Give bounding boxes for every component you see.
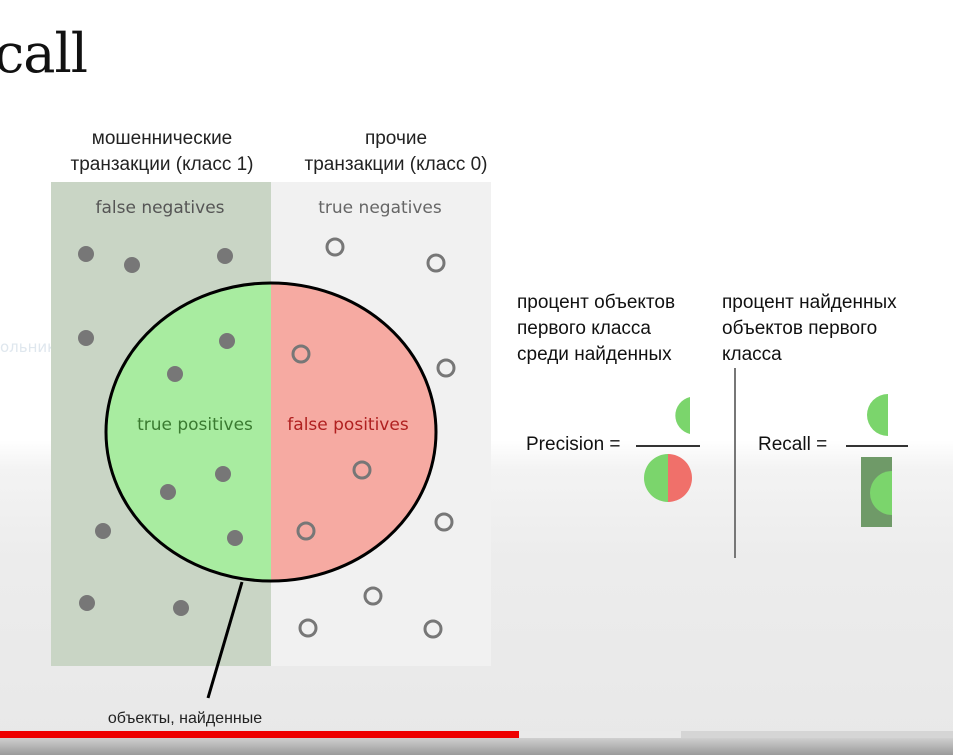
recall-description-line-1: процент найденных bbox=[722, 292, 897, 313]
negative-dot bbox=[298, 618, 318, 638]
video-progress-bar[interactable] bbox=[0, 731, 953, 738]
precision-description-line-2: первого класса bbox=[517, 318, 651, 339]
false-positives-label: false positives bbox=[287, 415, 409, 435]
positive-dot bbox=[167, 366, 183, 382]
left-column-header: мошеннические транзакции (класс 1) bbox=[52, 126, 272, 178]
positive-dot bbox=[217, 248, 233, 264]
recall-denominator-half-icon bbox=[870, 471, 892, 515]
right-column-header: прочие транзакции (класс 0) bbox=[280, 126, 512, 178]
classifier-ellipse bbox=[104, 281, 438, 583]
left-header-line-1: мошеннические bbox=[91, 128, 233, 149]
negative-dot bbox=[436, 358, 456, 378]
player-controls-bar bbox=[0, 738, 953, 755]
negative-dot bbox=[352, 460, 372, 480]
positive-dot bbox=[124, 257, 140, 273]
precision-numerator-icon bbox=[675, 397, 690, 434]
positive-dot bbox=[78, 330, 94, 346]
negative-dot bbox=[426, 253, 446, 273]
precision-description: процент объектов первого класса среди на… bbox=[517, 290, 717, 368]
positive-dot bbox=[160, 484, 176, 500]
precision-description-line-1: процент объектов bbox=[517, 292, 676, 313]
negative-dot bbox=[325, 237, 345, 257]
positive-dot bbox=[78, 246, 94, 262]
caption-line-1: объекты, найденные bbox=[107, 710, 263, 727]
positive-dot bbox=[95, 523, 111, 539]
recall-numerator-icon bbox=[867, 394, 888, 436]
positive-dot bbox=[173, 600, 189, 616]
recall-description: процент найденных объектов первого класс… bbox=[722, 290, 922, 368]
positive-dot bbox=[219, 333, 235, 349]
right-header-line-1: прочие bbox=[364, 128, 428, 149]
slide-title: call bbox=[0, 22, 88, 85]
true-positives-area bbox=[106, 283, 271, 581]
caption-pointer-line bbox=[206, 581, 244, 699]
precision-denominator-red-icon bbox=[668, 454, 692, 502]
recall-description-line-3: класса bbox=[722, 344, 782, 365]
recall-description-line-2: объектов первого bbox=[722, 318, 878, 339]
recall-label: Recall = bbox=[758, 434, 828, 455]
precision-denominator-green-icon bbox=[644, 454, 668, 502]
precision-description-line-3: среди найденных bbox=[517, 344, 672, 365]
negative-dot bbox=[423, 619, 443, 639]
video-played-bar bbox=[0, 731, 520, 738]
negative-dot bbox=[296, 521, 316, 541]
false-positives-area bbox=[271, 283, 436, 581]
left-header-line-2: транзакции (класс 1) bbox=[70, 154, 254, 175]
true-negatives-label: true negatives bbox=[318, 198, 442, 218]
false-negatives-label: false negatives bbox=[95, 198, 224, 218]
true-positives-label: true positives bbox=[137, 415, 253, 435]
positive-dot bbox=[227, 530, 243, 546]
watermark-text: ольник bbox=[0, 338, 57, 356]
precision-label: Precision = bbox=[526, 434, 621, 455]
right-header-line-2: транзакции (класс 0) bbox=[304, 154, 488, 175]
positive-dot bbox=[215, 466, 231, 482]
positive-dot bbox=[79, 595, 95, 611]
negative-dot bbox=[363, 586, 383, 606]
negative-dot bbox=[291, 344, 311, 364]
negative-dot bbox=[434, 512, 454, 532]
